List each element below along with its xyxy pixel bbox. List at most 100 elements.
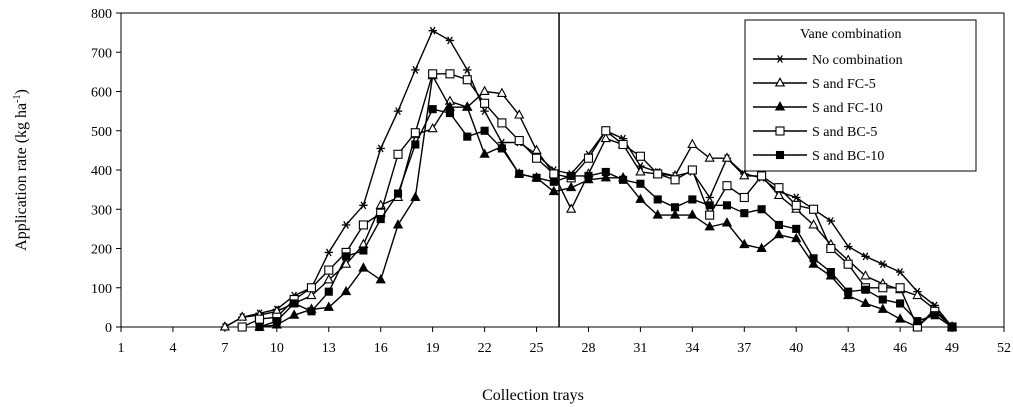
x-tick-label: 19	[426, 341, 440, 356]
data-point	[705, 210, 715, 220]
data-point	[306, 283, 317, 293]
legend-title: Vane combination	[800, 27, 901, 42]
legend-item: S and BC-10	[753, 149, 884, 164]
data-point	[791, 200, 801, 210]
x-tick-label: 34	[685, 341, 699, 356]
data-point	[635, 166, 646, 176]
data-point	[531, 153, 542, 163]
data-point	[774, 220, 783, 229]
data-point	[359, 201, 368, 210]
legend-label: S and BC-5	[812, 125, 877, 140]
data-point	[462, 101, 473, 111]
x-tick-label: 16	[374, 341, 388, 356]
data-point	[826, 267, 835, 277]
data-point	[445, 36, 455, 45]
data-point	[445, 109, 455, 118]
data-point	[411, 65, 420, 74]
data-point	[773, 189, 785, 200]
data-point	[722, 201, 732, 210]
data-point	[704, 152, 715, 162]
data-point	[324, 265, 334, 275]
data-point	[548, 185, 559, 196]
data-point	[375, 274, 386, 284]
data-point	[792, 193, 801, 202]
data-point	[289, 309, 300, 319]
data-point	[792, 224, 801, 233]
data-point	[428, 69, 438, 79]
legend-marker	[774, 101, 786, 111]
data-point	[341, 221, 351, 229]
legend-label: S and FC-10	[812, 101, 883, 116]
data-point	[323, 274, 334, 284]
data-point	[410, 128, 420, 138]
data-point	[359, 246, 368, 255]
data-point	[877, 303, 888, 313]
data-point	[358, 262, 369, 272]
legend: Vane combination No combination S and FC-…	[744, 19, 977, 172]
y-tick-label: 400	[91, 164, 112, 179]
y-tick-label: 500	[91, 125, 112, 140]
data-point	[808, 258, 819, 268]
data-point	[306, 289, 317, 300]
data-point	[549, 169, 559, 179]
legend-marker	[774, 77, 786, 87]
axes	[120, 12, 1005, 328]
data-point	[463, 65, 472, 74]
data-point	[721, 217, 733, 227]
data-point	[340, 258, 352, 268]
legend-item: No combination	[753, 53, 903, 68]
data-point	[669, 209, 681, 219]
data-point	[290, 299, 299, 308]
data-point	[515, 169, 524, 178]
data-point	[532, 173, 541, 182]
data-point	[342, 252, 351, 261]
data-point	[687, 138, 698, 148]
data-point	[826, 243, 836, 254]
data-point	[878, 283, 888, 293]
data-point	[566, 203, 577, 213]
data-point	[704, 221, 715, 231]
data-point	[670, 203, 680, 212]
legend-label: S and BC-10	[812, 149, 884, 164]
data-point	[635, 193, 646, 203]
y-tick-label: 600	[91, 86, 112, 101]
data-point	[808, 219, 819, 229]
data-point	[393, 189, 403, 198]
x-tick-label: 1	[118, 341, 125, 356]
data-point	[844, 287, 853, 296]
data-point	[324, 287, 333, 296]
data-point	[376, 215, 385, 224]
data-point	[255, 322, 264, 332]
y-tick-label: 0	[105, 321, 112, 336]
legend-box	[744, 19, 977, 172]
y-axis-title-main: Application rate (kg ha	[13, 103, 30, 251]
data-point	[428, 105, 437, 114]
data-point	[653, 195, 662, 204]
x-tick-label: 43	[841, 341, 855, 356]
data-point	[600, 132, 611, 143]
series-5	[255, 105, 957, 332]
data-point	[721, 152, 733, 162]
data-point	[514, 109, 525, 119]
data-point	[687, 165, 697, 175]
data-point	[549, 177, 558, 186]
data-point	[670, 175, 680, 185]
data-point	[237, 311, 248, 321]
data-point	[757, 205, 766, 214]
legend-item: S and BC-5	[753, 125, 877, 140]
data-point	[479, 148, 490, 158]
data-point	[428, 26, 437, 35]
x-axis-title: Collection trays	[482, 387, 584, 404]
data-point	[566, 181, 577, 192]
y-axis-title-superscript: -1	[12, 95, 23, 103]
data-point	[948, 322, 957, 332]
data-point	[860, 297, 871, 307]
data-point	[479, 85, 490, 95]
data-point	[739, 238, 750, 249]
data-point	[688, 195, 697, 204]
data-point	[653, 169, 663, 179]
legend-label: No combination	[812, 53, 903, 68]
data-point	[740, 209, 749, 218]
data-point	[462, 75, 472, 85]
